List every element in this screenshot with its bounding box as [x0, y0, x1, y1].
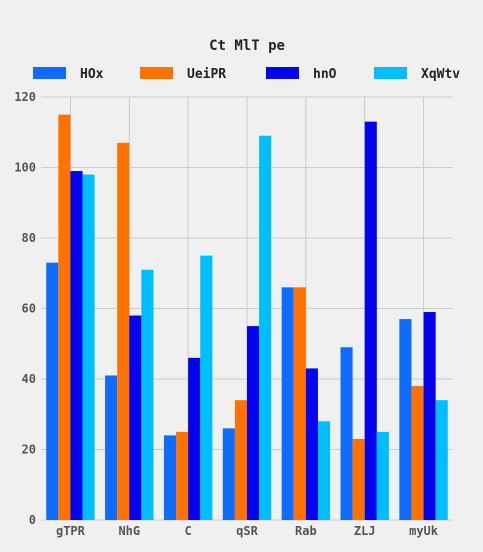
- legend-swatch-HOx: [33, 67, 66, 79]
- x-tick-label: qSR: [236, 524, 258, 538]
- bar-hnO-NhG: [129, 315, 142, 520]
- legend-label: XqWtv: [421, 67, 460, 82]
- bar-UeiPR-myUk: [411, 386, 424, 520]
- chart-title: Ct MlT pe: [209, 38, 285, 54]
- bar-HOx-gTPR: [46, 262, 59, 520]
- bar-XqWtv-ZLJ: [376, 431, 389, 520]
- bar-UeiPR-gTPR: [58, 114, 71, 520]
- bar-hnO-qSR: [247, 326, 260, 520]
- y-tick-label: 40: [22, 372, 36, 386]
- x-tick-label: ZLJ: [354, 524, 376, 538]
- y-tick-label: 20: [22, 443, 36, 457]
- x-tick-label: Rab: [295, 524, 317, 538]
- bars: [46, 114, 448, 521]
- y-axis-ticks: 0 20 40 60 80 100 120: [14, 90, 36, 527]
- bar-hnO-ZLJ: [364, 121, 377, 521]
- bar-XqWtv-gTPR: [82, 174, 95, 521]
- bar-UeiPR-qSR: [234, 400, 247, 520]
- legend: HOx UeiPR hnO XqWtv: [33, 67, 460, 82]
- bar-UeiPR-NhG: [117, 142, 130, 520]
- bar-XqWtv-Rab: [317, 421, 331, 520]
- bar-HOx-myUk: [399, 319, 412, 520]
- y-tick-label: 120: [14, 90, 36, 104]
- bar-UeiPR-Rab: [293, 287, 306, 520]
- legend-swatch-UeiPR: [140, 67, 173, 79]
- x-tick-label: gTPR: [56, 524, 86, 538]
- bar-hnO-myUk: [423, 312, 436, 520]
- legend-label: HOx: [80, 67, 104, 82]
- x-tick-label: NhG: [118, 524, 140, 538]
- bar-UeiPR-C: [176, 431, 189, 520]
- bar-XqWtv-qSR: [259, 135, 272, 520]
- bar-hnO-C: [188, 357, 201, 520]
- x-tick-label: myUk: [409, 524, 439, 538]
- x-tick-label: C: [185, 524, 192, 538]
- legend-swatch-XqWtv: [374, 67, 407, 79]
- bar-HOx-C: [163, 435, 177, 520]
- legend-swatch-hnO: [266, 67, 299, 79]
- y-tick-label: 0: [29, 513, 36, 527]
- y-tick-label: 80: [22, 231, 36, 245]
- bar-UeiPR-ZLJ: [352, 438, 365, 520]
- bar-hnO-gTPR: [70, 171, 83, 520]
- y-tick-label: 100: [14, 161, 36, 175]
- bar-hnO-Rab: [305, 368, 318, 520]
- legend-label: UeiPR: [187, 67, 226, 82]
- legend-label: hnO: [313, 67, 337, 82]
- bar-XqWtv-NhG: [141, 269, 154, 520]
- bar-HOx-qSR: [222, 428, 235, 520]
- bar-HOx-NhG: [105, 375, 118, 520]
- y-tick-label: 60: [22, 302, 36, 316]
- bar-HOx-Rab: [281, 287, 294, 520]
- bar-XqWtv-myUk: [435, 400, 448, 520]
- bar-XqWtv-C: [200, 255, 213, 520]
- bar-HOx-ZLJ: [340, 347, 353, 520]
